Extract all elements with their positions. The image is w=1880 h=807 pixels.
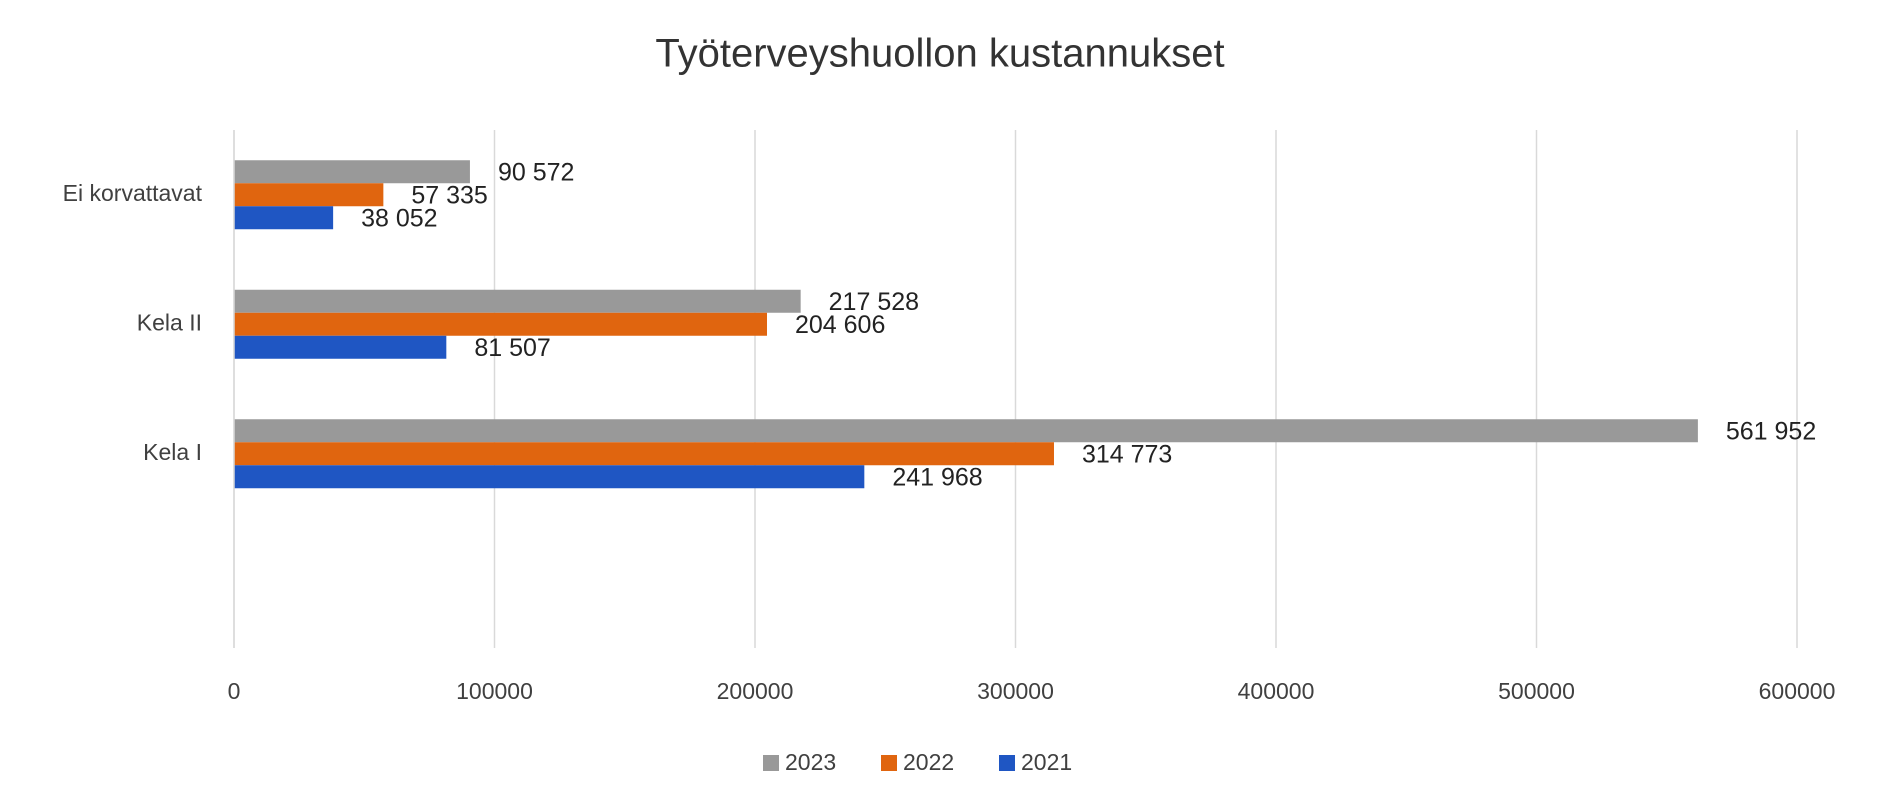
data-label: 38 052 [361,204,437,232]
x-tick-label: 100000 [456,678,533,704]
data-label: 90 572 [498,158,574,186]
data-label: 57 335 [411,181,487,209]
x-tick-label: 200000 [717,678,794,704]
legend-swatch [999,755,1015,771]
legend-swatch [881,755,897,771]
bar [234,160,470,184]
bar [234,442,1054,466]
bar [234,419,1698,443]
y-tick-label: Kela II [137,309,202,335]
x-tick-label: 400000 [1238,678,1315,704]
x-tick-label: 600000 [1759,678,1836,704]
data-label: 217 528 [829,288,919,316]
bar [234,206,334,230]
legend-swatch [763,755,779,771]
x-tick-label: 0 [228,678,241,704]
bar [234,289,801,313]
x-tick-label: 500000 [1498,678,1575,704]
bar [234,465,865,489]
chart-title: Työterveyshuollon kustannukset [655,32,1224,76]
legend-label: 2023 [785,749,836,775]
data-label: 561 952 [1726,417,1816,445]
data-label: 81 507 [474,334,550,362]
x-tick-label: 300000 [977,678,1054,704]
bar [234,183,384,207]
y-tick-label: Ei korvattavat [63,180,203,206]
bar [234,335,447,359]
legend-label: 2022 [903,749,954,775]
data-label: 314 773 [1082,440,1172,468]
legend-label: 2021 [1021,749,1072,775]
bar [234,312,767,336]
data-label: 241 968 [892,463,982,491]
data-label: 204 606 [795,311,885,339]
y-tick-label: Kela I [143,439,202,465]
